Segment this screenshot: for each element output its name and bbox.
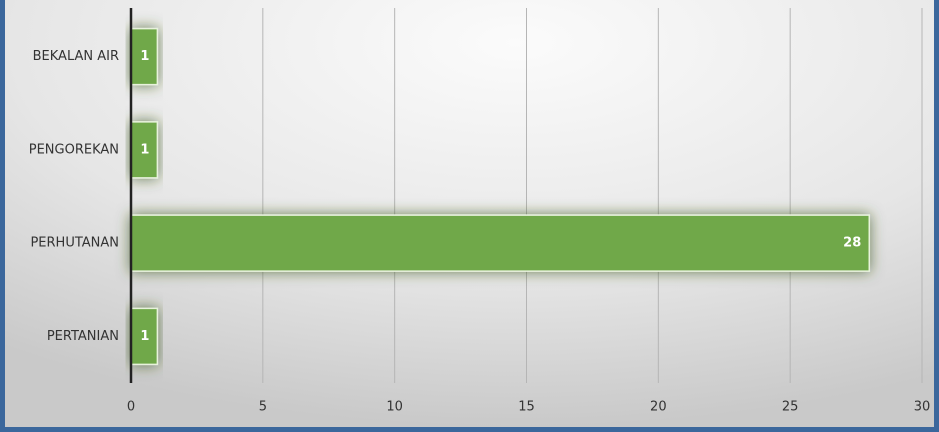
value-label: 1 (140, 329, 149, 344)
value-label: 1 (140, 142, 149, 157)
y-tick-label: PERHUTANAN (30, 236, 119, 251)
background (5, 0, 934, 427)
x-tick-label: 30 (914, 400, 931, 415)
x-tick-label: 0 (127, 400, 135, 415)
bar (130, 214, 871, 272)
x-tick-label: 25 (782, 400, 799, 415)
x-tick-label: 5 (259, 400, 267, 415)
y-tick-label: PENGOREKAN (29, 142, 119, 157)
x-tick-label: 15 (518, 400, 535, 415)
x-tick-label: 10 (386, 400, 403, 415)
x-tick-label: 20 (650, 400, 667, 415)
y-tick-label: PERTANIAN (47, 329, 119, 344)
value-label: 1 (140, 49, 149, 64)
y-tick-label: BEKALAN AIR (33, 49, 119, 64)
bar (130, 121, 159, 179)
value-label: 28 (843, 236, 861, 251)
bar (130, 27, 159, 86)
